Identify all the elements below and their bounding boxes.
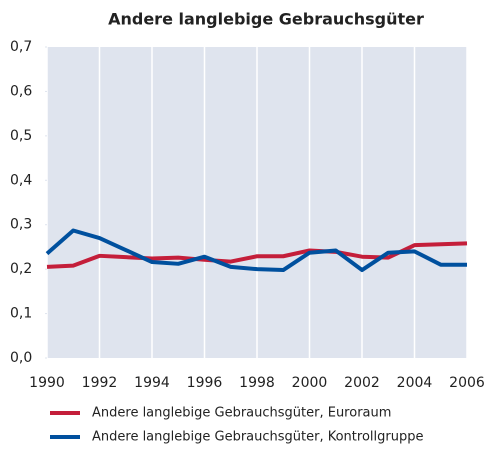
x-tick-label: 1990 bbox=[29, 375, 65, 391]
y-tick-label: 0,7 bbox=[10, 39, 32, 55]
y-tick-label: 0,6 bbox=[10, 83, 32, 99]
series-line bbox=[45, 228, 467, 273]
x-tick-label: 2004 bbox=[397, 375, 433, 391]
y-tick-label: 0,1 bbox=[10, 306, 32, 322]
x-tick-label: 1994 bbox=[134, 375, 170, 391]
legend-label: Andere langlebige Gebrauchsgüter, Kontro… bbox=[92, 430, 423, 445]
legend-label: Andere langlebige Gebrauchsgüter, Eurora… bbox=[92, 406, 391, 421]
x-tick-label: 2002 bbox=[344, 375, 380, 391]
x-tick-label: 2006 bbox=[449, 375, 485, 391]
y-tick-label: 0,2 bbox=[10, 261, 32, 277]
y-tick-label: 0,0 bbox=[10, 350, 32, 366]
y-tick-label: 0,3 bbox=[10, 217, 32, 233]
chart-title: Andere langlebige Gebrauchsgüter bbox=[108, 10, 424, 29]
x-tick-label: 2000 bbox=[292, 375, 328, 391]
y-tick-label: 0,5 bbox=[10, 128, 32, 144]
x-tick-label: 1998 bbox=[239, 375, 275, 391]
x-tick-label: 1996 bbox=[187, 375, 223, 391]
x-tick-label: 1992 bbox=[82, 375, 118, 391]
y-tick-label: 0,4 bbox=[10, 172, 32, 188]
